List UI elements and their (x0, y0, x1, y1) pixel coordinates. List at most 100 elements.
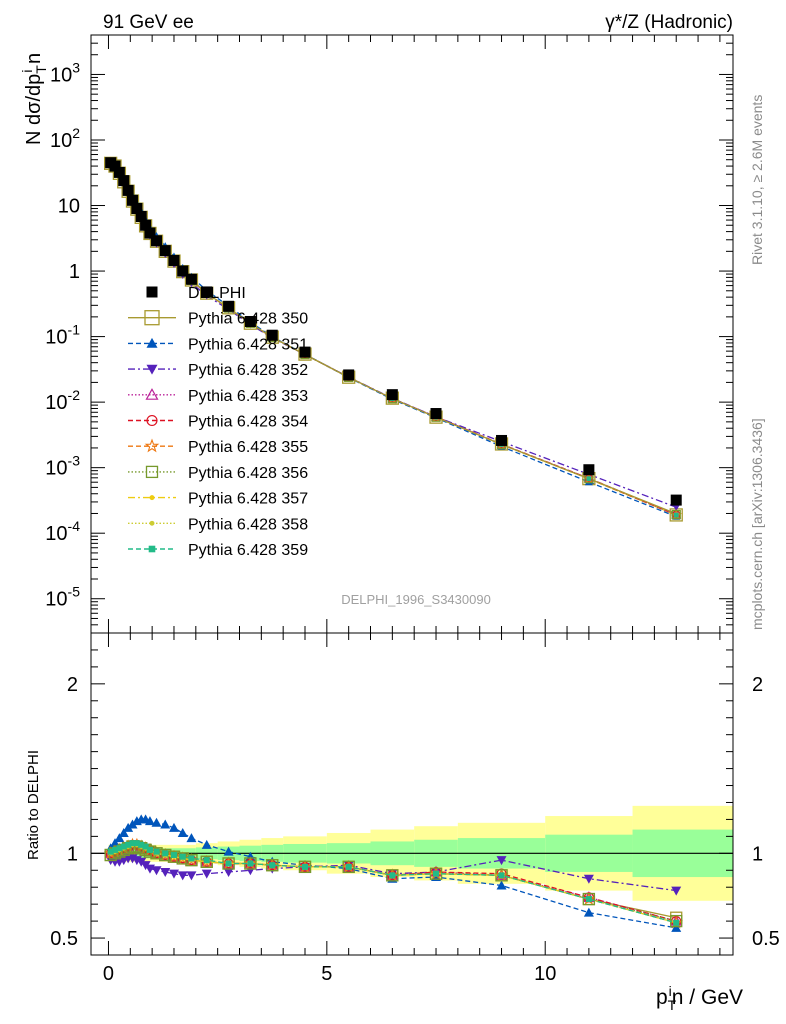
ratio-point (186, 833, 197, 843)
legend-label: DELPHI (188, 285, 246, 302)
y-tick-label-main: 1 (69, 261, 80, 283)
ratio-point (110, 838, 121, 848)
ratio-point (496, 880, 507, 890)
ratio-point (170, 852, 177, 859)
y-axis-label-ratio: Ratio to DELPHI (25, 750, 42, 860)
ratio-point (133, 840, 140, 847)
x-tick-label: 5 (321, 963, 332, 985)
data-point (185, 273, 197, 285)
y-tick-label-main: 10-2 (45, 387, 80, 414)
legend-label: Pythia 6.428 352 (188, 362, 308, 379)
ratio-point (203, 857, 210, 864)
ratio-point (225, 860, 232, 867)
ratio-point (201, 839, 212, 849)
ratio-point (116, 845, 123, 852)
data-point (177, 265, 189, 277)
ratio-point (583, 907, 594, 917)
legend: DELPHI Pythia 6.428 350 Pythia 6.428 351 Py… (128, 285, 308, 559)
legend-marker (146, 286, 158, 298)
ratio-point (498, 872, 505, 879)
legend-label: Pythia 6.428 357 (188, 491, 308, 508)
ratio-point (114, 833, 125, 843)
legend-label: Pythia 6.428 354 (188, 414, 308, 431)
y-tick-label-main: 10-3 (45, 453, 80, 480)
legend-marker (144, 438, 160, 453)
y-tick-label-ratio: 1 (67, 843, 78, 865)
ratio-point (269, 862, 276, 869)
legend-marker (149, 520, 155, 526)
ratio-point (129, 840, 136, 847)
legend-label: Pythia 6.428 356 (188, 465, 308, 482)
ratio-point (118, 827, 129, 837)
ratio-point (120, 843, 127, 850)
legend-marker (146, 414, 158, 427)
legend-marker (145, 465, 159, 479)
ratio-point (160, 867, 171, 877)
data-point (244, 315, 256, 327)
axis-ticks (91, 34, 733, 956)
ratio-point (167, 849, 181, 863)
main-point (673, 512, 679, 518)
y-tick-label-ratio: 2 (67, 674, 78, 696)
data-point (299, 346, 311, 358)
x-axis-label: pTin / GeV (656, 983, 743, 1013)
legend-marker (146, 364, 158, 375)
data-point (201, 286, 213, 298)
ratio-line (110, 844, 677, 924)
y-tick-label-ratio-right: 2 (752, 674, 763, 696)
y-tick-label-main: 10-1 (45, 322, 80, 349)
data-point (135, 211, 147, 223)
ratio-point (138, 841, 145, 848)
ratio-point (112, 846, 119, 853)
data-point (131, 203, 143, 215)
ratio-point (671, 922, 682, 932)
data-point (144, 227, 156, 239)
data-point (140, 219, 152, 231)
legend-marker (149, 495, 155, 501)
ratio-point (177, 871, 188, 881)
ratio-point (302, 863, 308, 870)
ratio-point (125, 841, 132, 848)
ratio-point (177, 827, 188, 837)
ratio-point (179, 853, 186, 860)
ratio-point (583, 874, 594, 884)
legend-label: Pythia 6.428 353 (188, 388, 308, 405)
title-left: 91 GeV ee (103, 12, 194, 33)
ratio-point (223, 867, 234, 877)
ratio-point (389, 872, 396, 879)
ratio-point (162, 850, 169, 857)
data-point (583, 464, 595, 476)
ratio-series (103, 814, 684, 932)
ratio-point (188, 855, 195, 862)
ratio-point (496, 856, 507, 866)
data-point (343, 369, 355, 381)
ratio-point (168, 822, 179, 832)
y-tick-label-main: 10 (58, 196, 80, 218)
ratio-point (223, 846, 234, 856)
ratio-point (153, 848, 160, 855)
ratio-point (186, 871, 197, 881)
data-point (266, 329, 278, 341)
legend-marker (146, 337, 158, 348)
ratio-point (151, 866, 162, 876)
legend-marker (148, 545, 156, 553)
ratio-point (433, 870, 440, 877)
ratio-point (168, 869, 179, 879)
data-point (113, 166, 125, 178)
title-right: γ*/Z (Hadronic) (605, 12, 733, 33)
legend-marker (144, 310, 160, 326)
y-tick-label-main: 10-4 (45, 518, 80, 545)
y-tick-label-main: 102 (50, 125, 80, 152)
y-tick-label-ratio-right: 1 (752, 843, 763, 865)
data-point (109, 160, 121, 172)
ratio-point (144, 816, 155, 826)
ratio-point (345, 863, 352, 870)
ratio-point (582, 892, 596, 906)
data-point (168, 254, 180, 266)
main-point (672, 503, 681, 512)
ratio-point (150, 847, 163, 860)
ratio-point (158, 847, 173, 861)
ratio-point (673, 919, 680, 926)
ratio-point (671, 886, 682, 896)
